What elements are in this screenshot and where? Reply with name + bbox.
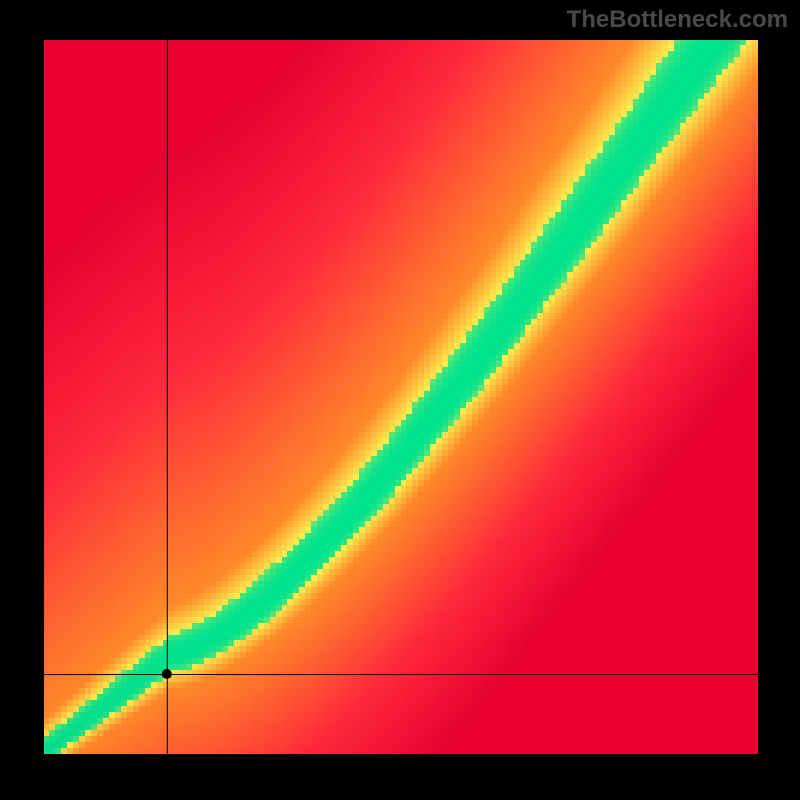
watermark-text: TheBottleneck.com [567, 6, 788, 34]
chart-container: TheBottleneck.com [0, 0, 800, 800]
heatmap-canvas [44, 40, 758, 754]
